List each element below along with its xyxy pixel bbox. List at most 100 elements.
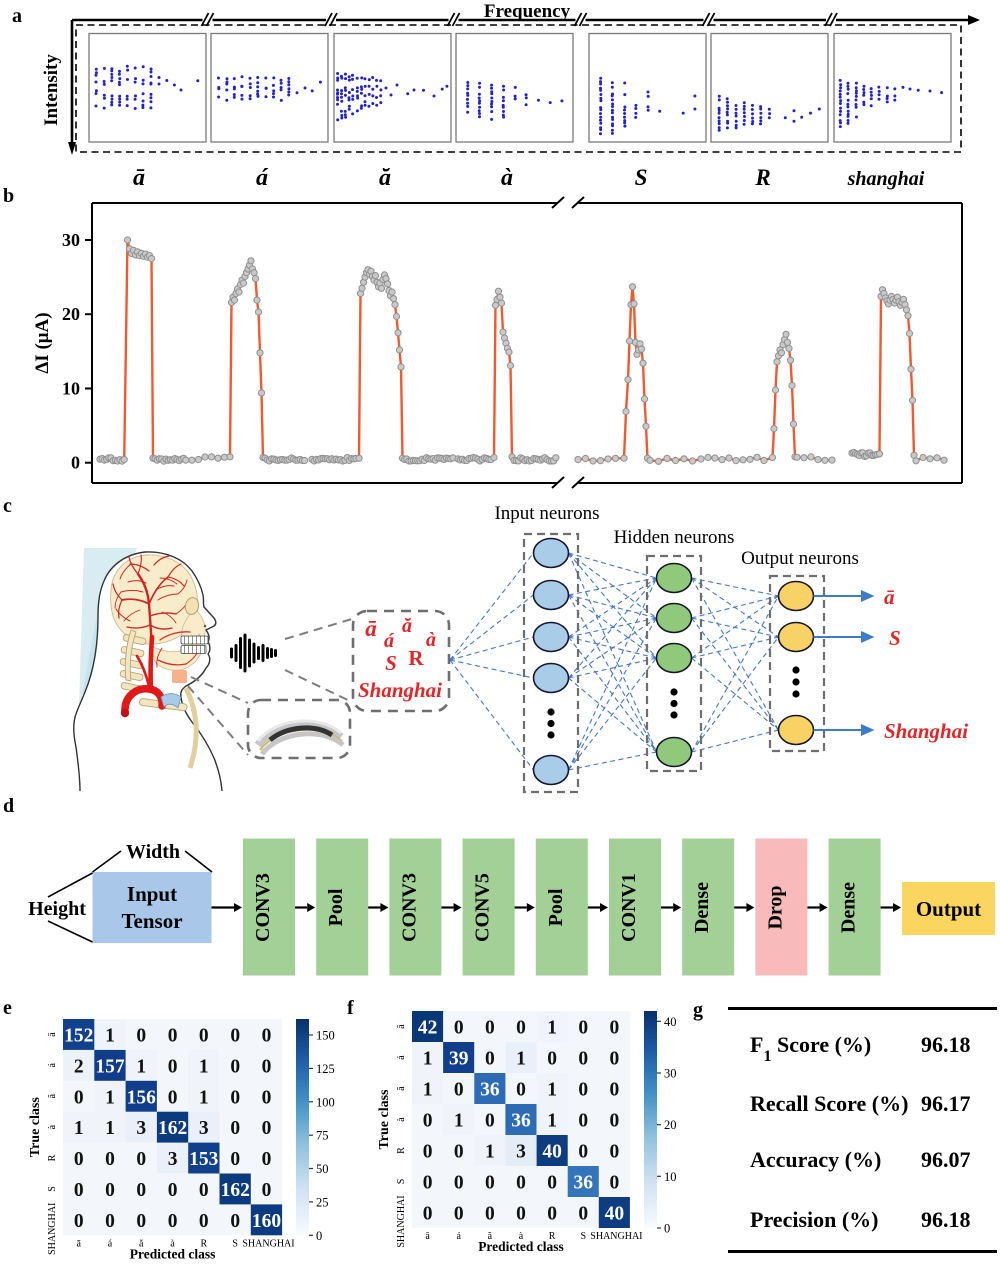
svg-text:10: 10 — [664, 1170, 677, 1184]
svg-text:S: S — [232, 1238, 238, 1249]
svg-text:0: 0 — [578, 1204, 588, 1225]
svg-text:1: 1 — [136, 1056, 146, 1077]
svg-text:ă: ă — [379, 165, 391, 191]
svg-text:0: 0 — [578, 1018, 588, 1039]
svg-text:0: 0 — [105, 1180, 115, 1201]
svg-text:R: R — [396, 1147, 407, 1154]
svg-text:à: à — [47, 1124, 58, 1129]
svg-text:0: 0 — [516, 1018, 526, 1039]
svg-text:0: 0 — [454, 1173, 464, 1194]
svg-text:20: 20 — [62, 304, 80, 324]
svg-text:Recall Score (%): Recall Score (%) — [750, 1091, 908, 1116]
svg-text:75: 75 — [316, 1129, 329, 1143]
svg-text:SHANGHAI: SHANGHAI — [47, 1203, 58, 1255]
svg-text:á: á — [108, 1238, 113, 1249]
svg-text:R: R — [408, 646, 424, 670]
svg-text:0: 0 — [454, 1080, 464, 1101]
svg-text:42: 42 — [418, 1018, 438, 1039]
svg-text:c: c — [3, 495, 12, 517]
svg-text:SHANGHAI: SHANGHAI — [590, 1231, 642, 1242]
svg-text:Input neurons: Input neurons — [494, 503, 599, 524]
svg-text:36: 36 — [480, 1080, 500, 1101]
svg-text:S: S — [635, 165, 648, 190]
svg-text:20: 20 — [664, 1118, 677, 1132]
svg-text:Output neurons: Output neurons — [741, 548, 859, 569]
svg-text:0: 0 — [136, 1149, 146, 1170]
svg-text:True class: True class — [28, 1097, 43, 1158]
svg-text:à: à — [501, 165, 513, 191]
svg-text:1: 1 — [547, 1111, 557, 1132]
svg-text:0: 0 — [199, 1211, 209, 1232]
svg-text:b: b — [3, 185, 14, 207]
svg-text:á: á — [456, 1231, 461, 1242]
svg-text:1: 1 — [105, 1026, 115, 1047]
svg-text:S: S — [385, 651, 397, 675]
svg-text:157: 157 — [95, 1056, 125, 1077]
svg-text:1: 1 — [199, 1056, 209, 1077]
svg-text:0: 0 — [547, 1049, 557, 1070]
svg-text:162: 162 — [221, 1180, 250, 1201]
svg-text:Tensor: Tensor — [121, 909, 182, 933]
svg-text:Width: Width — [126, 841, 180, 863]
svg-text:0: 0 — [262, 1149, 272, 1170]
svg-text:S: S — [396, 1179, 407, 1185]
svg-text:3: 3 — [516, 1142, 526, 1163]
svg-text:0: 0 — [423, 1111, 433, 1132]
svg-text:0: 0 — [610, 1080, 620, 1101]
svg-text:R: R — [754, 165, 770, 190]
svg-text:0: 0 — [168, 1056, 178, 1077]
svg-text:0: 0 — [516, 1173, 526, 1194]
svg-text:0: 0 — [230, 1149, 240, 1170]
svg-text:Precision (%): Precision (%) — [750, 1207, 879, 1232]
svg-text:0: 0 — [105, 1149, 115, 1170]
svg-text:F1 Score (%): F1 Score (%) — [750, 1032, 871, 1065]
svg-text:0: 0 — [610, 1049, 620, 1070]
svg-text:0: 0 — [423, 1173, 433, 1194]
svg-text:ă: ă — [488, 1231, 493, 1242]
svg-text:1: 1 — [423, 1049, 433, 1070]
svg-text:ă: ă — [402, 615, 412, 637]
svg-text:150: 150 — [316, 1029, 335, 1043]
svg-text:156: 156 — [127, 1087, 157, 1108]
svg-text:CONV5: CONV5 — [472, 873, 494, 942]
svg-text:Pool: Pool — [325, 888, 347, 926]
svg-text:0: 0 — [136, 1180, 146, 1201]
svg-text:0: 0 — [516, 1080, 526, 1101]
svg-text:CONV1: CONV1 — [618, 873, 640, 942]
svg-text:ā: ā — [396, 1024, 407, 1029]
svg-text:0: 0 — [230, 1087, 240, 1108]
svg-text:0: 0 — [262, 1087, 272, 1108]
svg-text:ā: ā — [365, 616, 377, 641]
svg-text:à: à — [519, 1231, 524, 1242]
svg-text:ă: ă — [139, 1238, 144, 1249]
svg-text:0: 0 — [423, 1142, 433, 1163]
svg-text:True class: True class — [377, 1089, 392, 1150]
svg-text:0: 0 — [485, 1049, 495, 1070]
svg-text:R: R — [549, 1231, 556, 1242]
svg-text:0: 0 — [230, 1056, 240, 1077]
svg-text:á: á — [396, 1055, 407, 1060]
svg-text:Predicted class: Predicted class — [478, 1239, 564, 1254]
svg-text:Frequency: Frequency — [484, 1, 571, 22]
svg-text:0: 0 — [316, 1229, 322, 1243]
svg-text:ā: ā — [133, 165, 145, 191]
svg-text:1: 1 — [547, 1018, 557, 1039]
svg-text:0: 0 — [610, 1018, 620, 1039]
svg-text:25: 25 — [316, 1195, 329, 1209]
svg-text:0: 0 — [71, 453, 80, 473]
svg-text:ā: ā — [76, 1238, 81, 1249]
svg-text:40: 40 — [542, 1142, 562, 1163]
svg-text:shanghai: shanghai — [847, 168, 925, 190]
svg-text:0: 0 — [199, 1180, 209, 1201]
svg-text:162: 162 — [158, 1118, 187, 1139]
svg-text:R: R — [200, 1238, 207, 1249]
svg-text:0: 0 — [262, 1118, 272, 1139]
svg-text:0: 0 — [578, 1049, 588, 1070]
svg-text:1: 1 — [454, 1111, 464, 1132]
svg-text:ă: ă — [47, 1093, 58, 1098]
svg-text:Hidden neurons: Hidden neurons — [614, 527, 735, 548]
svg-text:Predicted class: Predicted class — [130, 1246, 216, 1261]
svg-text:ă: ă — [396, 1086, 407, 1091]
svg-text:0: 0 — [136, 1026, 146, 1047]
svg-text:CONV3: CONV3 — [252, 873, 274, 942]
